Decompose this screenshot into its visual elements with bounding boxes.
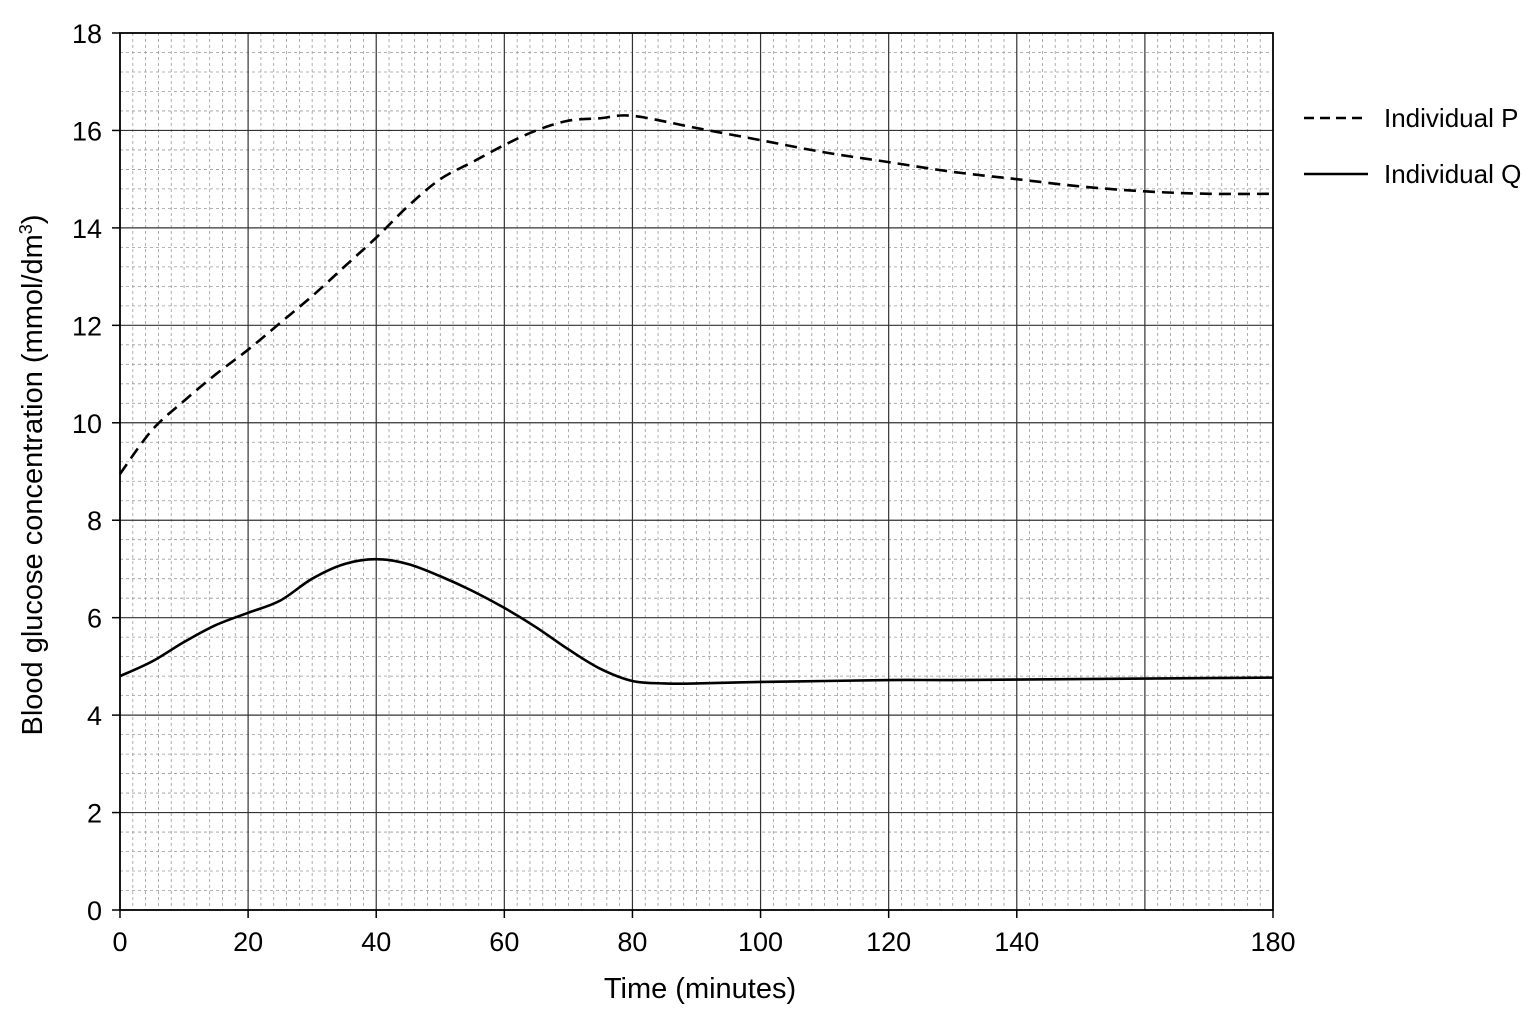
x-tick-label: 0 bbox=[112, 927, 127, 957]
y-tick-label: 4 bbox=[87, 701, 102, 731]
y-tick-label: 0 bbox=[87, 896, 102, 926]
x-tick-label: 80 bbox=[617, 927, 647, 957]
y-axis-title: Blood glucose concentration (mmol/dm3) bbox=[16, 215, 49, 736]
legend-label-individual-q: Individual Q bbox=[1384, 159, 1521, 189]
minor-grid bbox=[120, 33, 1273, 910]
y-axis-title-close: ) bbox=[17, 215, 49, 225]
y-tick-label: 8 bbox=[87, 506, 102, 536]
legend: Individual P Individual Q bbox=[1304, 103, 1521, 189]
x-tick-label: 60 bbox=[489, 927, 519, 957]
x-tick-label: 140 bbox=[994, 927, 1039, 957]
y-tick-label: 6 bbox=[87, 604, 102, 634]
x-tick-label: 180 bbox=[1250, 927, 1295, 957]
y-tick-label: 18 bbox=[72, 19, 102, 49]
x-tick-label: 20 bbox=[233, 927, 263, 957]
y-tick-label: 2 bbox=[87, 799, 102, 829]
x-tick-label: 120 bbox=[866, 927, 911, 957]
y-tick-label: 14 bbox=[72, 214, 102, 244]
series-layer bbox=[118, 114, 1274, 685]
series-line-individual-q bbox=[119, 557, 1274, 685]
y-tick-label: 12 bbox=[72, 311, 102, 341]
x-axis-title: Time (minutes) bbox=[604, 973, 796, 1005]
x-tick-label: 40 bbox=[361, 927, 391, 957]
plot-frame bbox=[119, 32, 1274, 911]
y-tick-labels: 0 2 4 6 8 10 12 14 16 18 bbox=[72, 19, 120, 926]
y-axis-title-superscript: 3 bbox=[16, 224, 36, 234]
x-tick-labels: 0 20 40 60 80 100 120 140 180 bbox=[112, 910, 1296, 957]
axes bbox=[119, 32, 1274, 911]
series-line-individual-p bbox=[118, 114, 1274, 475]
x-tick-label: 100 bbox=[738, 927, 783, 957]
major-grid bbox=[120, 33, 1273, 910]
y-tick-label: 10 bbox=[72, 409, 102, 439]
y-tick-label: 16 bbox=[72, 116, 102, 146]
legend-label-individual-p: Individual P bbox=[1384, 103, 1518, 133]
y-axis-title-main: Blood glucose concentration (mmol/dm bbox=[17, 234, 49, 735]
